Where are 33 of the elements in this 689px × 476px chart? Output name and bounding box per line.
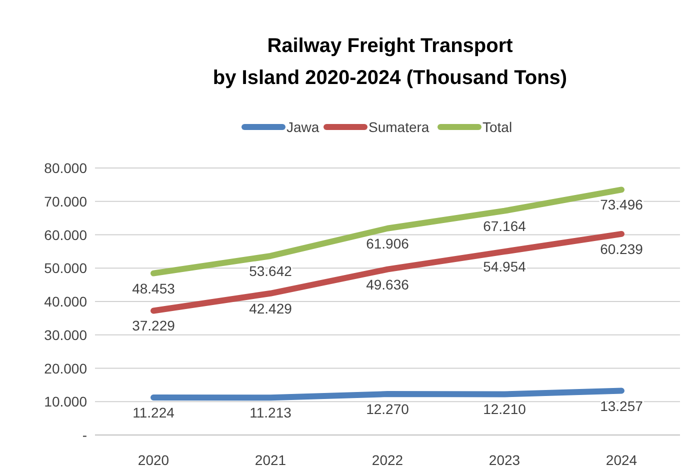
data-label: 37.229 <box>132 318 176 334</box>
data-label: 11.224 <box>132 404 175 421</box>
data-label: 54.954 <box>483 258 526 275</box>
chart-title: Railway Freight Transport by Island 2020-2024 (Thousand Tons) <box>212 35 568 89</box>
y-tick-label: 50.000 <box>44 260 88 276</box>
data-label: 11.213 <box>250 404 292 421</box>
x-tick-label: 2020 <box>138 452 170 468</box>
x-tick-label: 2024 <box>606 452 638 468</box>
data-label: 49.636 <box>366 276 410 292</box>
y-tick-label: - <box>82 427 88 443</box>
legend-label: Total <box>482 119 512 135</box>
data-label: 42.429 <box>249 300 292 316</box>
y-tick-label: 60.000 <box>44 226 88 243</box>
data-label: 12.270 <box>366 401 410 418</box>
y-tick-label: 40.000 <box>44 294 88 310</box>
y-tick-label: 30.000 <box>44 326 88 343</box>
y-tick-label: 80.000 <box>44 160 88 176</box>
y-tick-label: 70.000 <box>44 193 88 210</box>
data-label: 53.642 <box>249 262 292 279</box>
x-tick-label: 2023 <box>488 452 520 468</box>
data-label: 67.164 <box>483 218 526 234</box>
y-tick-label: 10.000 <box>44 394 88 410</box>
legend-label: Sumatera <box>368 119 430 135</box>
data-label: 73.496 <box>600 196 644 213</box>
x-tick-label: 2022 <box>372 452 404 468</box>
data-label: 13.257 <box>600 398 644 414</box>
data-label: 61.906 <box>366 235 410 252</box>
data-label: 12.210 <box>483 401 526 418</box>
data-label: 60.239 <box>600 240 644 257</box>
legend-label: Jawa <box>286 119 320 135</box>
x-tick-label: 2021 <box>254 452 286 468</box>
data-label: 48.453 <box>132 280 176 296</box>
y-tick-label: 20.000 <box>44 360 88 376</box>
